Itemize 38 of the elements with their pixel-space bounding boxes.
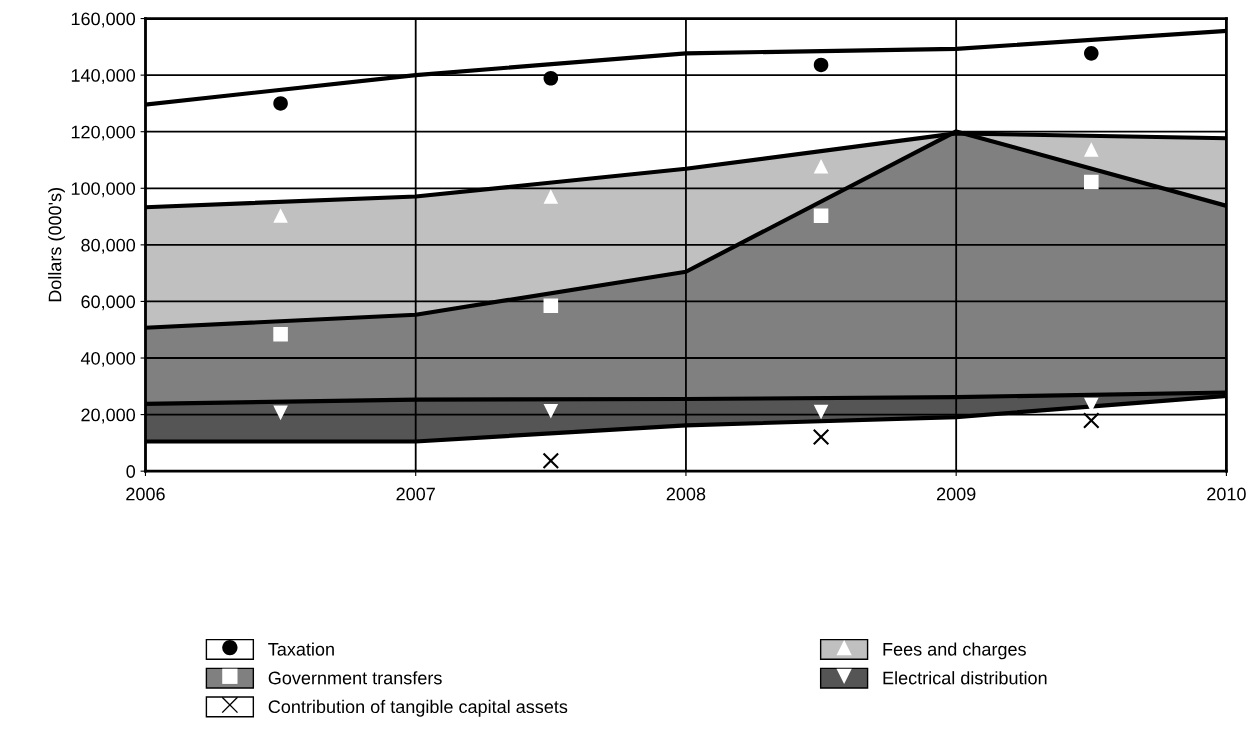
point: [543, 403, 559, 419]
legend-label: Fees and charges: [883, 642, 1026, 660]
y-tick-label: 0: [126, 465, 136, 478]
point: [273, 326, 288, 342]
y-tick-label: 100,000: [71, 182, 136, 198]
point: [543, 298, 559, 313]
point: [813, 404, 829, 420]
point: [813, 158, 829, 174]
x-tick-label: 2009: [937, 487, 976, 501]
y-tick-label: 140,000: [71, 69, 136, 84]
legend-label: Government transfers: [268, 671, 442, 685]
point: [1084, 46, 1099, 61]
x-tick-label: 2007: [396, 487, 435, 501]
point: [273, 405, 288, 421]
point: [542, 452, 560, 470]
point: [273, 208, 288, 223]
legend-label: Electrical distribution: [883, 671, 1047, 685]
y-tick-label: 40,000: [80, 351, 136, 367]
y-tick-label: 120,000: [71, 125, 136, 141]
point: [1084, 142, 1099, 157]
y-tick-label: 20,000: [81, 408, 136, 424]
legend-label: Contribution of tangible capital assets: [268, 699, 568, 717]
point: [812, 428, 830, 446]
x-tick-label: 2006: [126, 487, 165, 501]
point: [543, 189, 559, 204]
y-tick-label: 60,000: [81, 295, 136, 311]
legend-label: Taxation: [268, 642, 334, 656]
x-tick-label: 2008: [666, 487, 706, 501]
point: [543, 70, 559, 86]
y-tick-label: 160,000: [71, 12, 136, 28]
point: [273, 96, 288, 111]
x-tick-label: 2010: [1207, 487, 1246, 501]
y-tick-label: 80,000: [81, 238, 136, 254]
y-axis-title: Dollars (000's): [48, 188, 65, 302]
point: [813, 57, 829, 73]
point: [1084, 174, 1099, 190]
point: [813, 208, 829, 224]
point: [1082, 412, 1100, 429]
